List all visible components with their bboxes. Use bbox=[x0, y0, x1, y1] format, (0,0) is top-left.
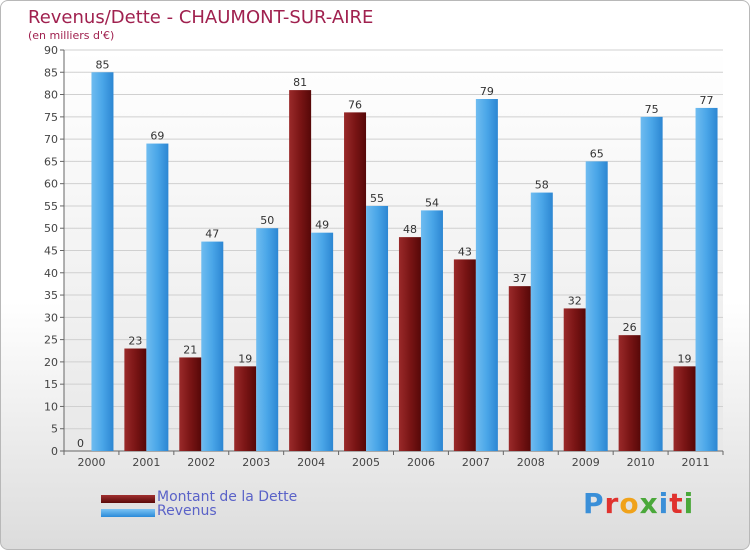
bar-dette bbox=[453, 259, 476, 451]
bar-revenus bbox=[146, 143, 169, 452]
data-label-dette: 23 bbox=[128, 335, 142, 348]
logo-letter: i bbox=[683, 487, 695, 520]
x-tick-label: 2007 bbox=[462, 456, 490, 469]
logo-letter: o bbox=[619, 487, 640, 520]
logo-letter: P bbox=[583, 487, 605, 520]
x-tick-label: 2008 bbox=[517, 456, 545, 469]
logo-letter: r bbox=[604, 487, 620, 520]
data-label-revenus: 54 bbox=[425, 196, 439, 209]
bar-revenus bbox=[311, 232, 334, 451]
y-tick-label: 20 bbox=[44, 356, 58, 369]
logo-letter: x bbox=[639, 487, 659, 520]
data-label-dette: 19 bbox=[678, 352, 692, 365]
x-tick-label: 2011 bbox=[682, 456, 710, 469]
y-tick-label: 50 bbox=[44, 222, 58, 235]
data-label-revenus: 77 bbox=[700, 94, 714, 107]
x-tick-label: 2000 bbox=[77, 456, 105, 469]
x-tick-label: 2010 bbox=[627, 456, 655, 469]
y-tick-label: 5 bbox=[51, 423, 58, 436]
y-tick-label: 80 bbox=[44, 89, 58, 102]
y-tick-label: 15 bbox=[44, 378, 58, 391]
legend-label-dette: Montant de la Dette bbox=[157, 489, 298, 505]
data-label-revenus: 50 bbox=[260, 214, 274, 227]
bar-revenus bbox=[530, 192, 553, 452]
bar-dette bbox=[289, 90, 312, 451]
logo-letter: t bbox=[669, 487, 684, 520]
data-label-dette: 0 bbox=[77, 437, 84, 450]
y-tick-label: 0 bbox=[51, 445, 58, 458]
x-tick-label: 2004 bbox=[297, 456, 325, 469]
y-tick-label: 55 bbox=[44, 200, 58, 213]
data-label-dette: 19 bbox=[238, 352, 252, 365]
data-label-revenus: 69 bbox=[150, 130, 164, 143]
bar-revenus bbox=[475, 99, 498, 451]
bar-dette bbox=[563, 308, 586, 451]
y-tick-label: 25 bbox=[44, 334, 58, 347]
data-label-revenus: 58 bbox=[535, 179, 549, 192]
y-tick-label: 65 bbox=[44, 155, 58, 168]
y-tick-label: 40 bbox=[44, 267, 58, 280]
data-label-dette: 37 bbox=[513, 272, 527, 285]
bar-revenus bbox=[420, 210, 443, 451]
bar-dette bbox=[673, 366, 696, 451]
y-tick-label: 85 bbox=[44, 66, 58, 79]
data-label-revenus: 65 bbox=[590, 147, 604, 160]
y-tick-label: 90 bbox=[44, 44, 58, 57]
x-tick-label: 2003 bbox=[242, 456, 270, 469]
bar-revenus bbox=[695, 107, 718, 451]
y-tick-label: 75 bbox=[44, 111, 58, 124]
data-label-revenus: 47 bbox=[205, 228, 219, 241]
data-label-revenus: 85 bbox=[95, 58, 109, 71]
bar-revenus bbox=[91, 72, 114, 452]
data-label-revenus: 75 bbox=[645, 103, 659, 116]
bar-dette bbox=[618, 335, 641, 451]
bar-dette bbox=[398, 237, 421, 451]
bar-revenus bbox=[201, 241, 224, 451]
bar-revenus bbox=[640, 116, 663, 451]
y-tick-label: 35 bbox=[44, 289, 58, 302]
bar-dette bbox=[179, 357, 202, 451]
data-label-dette: 81 bbox=[293, 76, 307, 89]
data-label-dette: 43 bbox=[458, 245, 472, 258]
data-label-dette: 76 bbox=[348, 98, 362, 111]
x-tick-label: 2005 bbox=[352, 456, 380, 469]
data-label-revenus: 79 bbox=[480, 85, 494, 98]
data-label-dette: 21 bbox=[183, 343, 197, 356]
chart-subtitle: (en milliers d'€) bbox=[28, 29, 115, 42]
y-tick-label: 30 bbox=[44, 311, 58, 324]
bar-revenus bbox=[256, 228, 279, 451]
x-tick-label: 2009 bbox=[572, 456, 600, 469]
x-tick-label: 2001 bbox=[132, 456, 160, 469]
data-label-revenus: 49 bbox=[315, 219, 329, 232]
data-label-dette: 32 bbox=[568, 294, 582, 307]
bar-revenus bbox=[585, 161, 608, 451]
y-tick-label: 60 bbox=[44, 178, 58, 191]
bar-dette bbox=[508, 286, 531, 451]
legend-swatch-revenus bbox=[101, 509, 155, 517]
proxiti-logo: Proxiti bbox=[583, 487, 694, 520]
data-label-dette: 26 bbox=[623, 321, 637, 334]
chart-title: Revenus/Dette - CHAUMONT-SUR-AIRE bbox=[28, 7, 374, 28]
legend-label-revenus: Revenus bbox=[157, 503, 217, 519]
legend-swatch-dette bbox=[101, 495, 155, 503]
x-tick-label: 2002 bbox=[187, 456, 215, 469]
bar-dette bbox=[344, 112, 367, 451]
data-label-dette: 48 bbox=[403, 223, 417, 236]
y-tick-label: 45 bbox=[44, 245, 58, 258]
bar-revenus bbox=[366, 205, 389, 451]
data-label-revenus: 55 bbox=[370, 192, 384, 205]
bar-dette bbox=[234, 366, 257, 451]
bar-dette bbox=[124, 348, 147, 451]
x-tick-label: 2006 bbox=[407, 456, 435, 469]
logo-letter: i bbox=[658, 487, 670, 520]
y-tick-label: 70 bbox=[44, 133, 58, 146]
y-tick-label: 10 bbox=[44, 400, 58, 413]
